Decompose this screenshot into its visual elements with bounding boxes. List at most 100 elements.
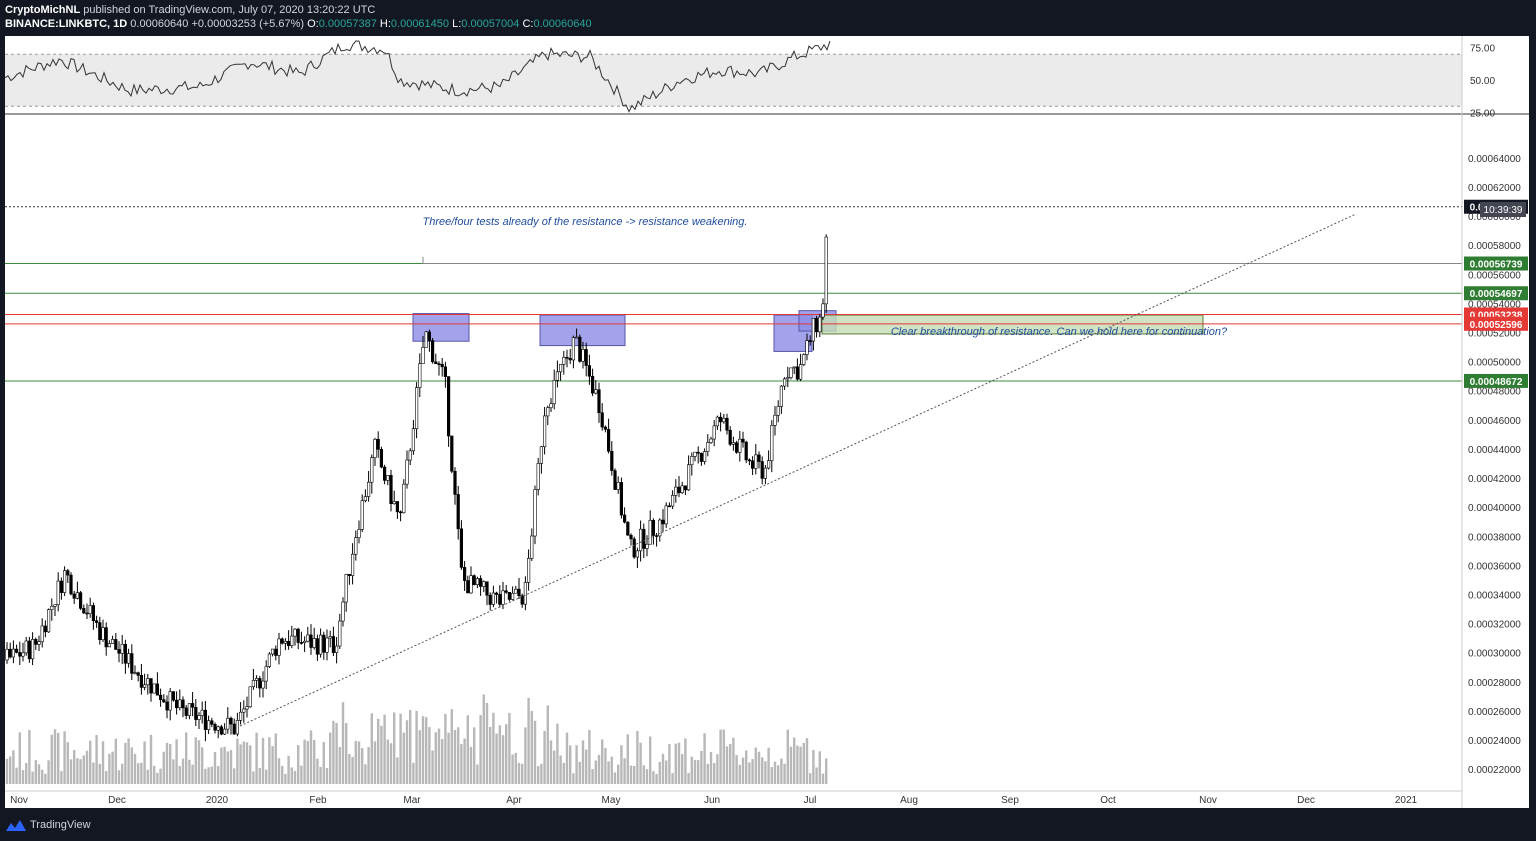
level-lines [5,206,1462,382]
candle-body [360,500,364,530]
price-tag-bg [1464,286,1528,301]
volume-bar [76,758,79,784]
candle-body [597,389,601,414]
candle-body [638,528,643,552]
volume-bar [213,752,217,784]
candle-body [526,558,531,583]
candle-body [37,641,41,645]
time-axis[interactable]: Nov Dec 2020 Feb Mar Apr May Jun Jul Aug Sep Oct Nov… [10,795,1417,806]
candle-body [95,620,99,623]
symbol-name[interactable]: BINANCE:LINKBTC, 1D [5,18,128,30]
candle-body [357,529,361,538]
candle-body [302,640,307,643]
price-tick-label: 0.00056000 [1468,270,1521,281]
volume-bar [815,767,818,784]
volume-bar [697,760,700,784]
candle-body [312,638,316,648]
volume-bar [735,755,738,784]
volume-bar [521,763,524,784]
candle-body [226,717,230,730]
candle-body [514,588,518,594]
price-tags: 0.000606400.000567390.000546970.00053238… [1464,199,1528,388]
candle-body [184,707,188,716]
volume-bar [140,762,143,784]
volume-bar [415,710,418,784]
volume-bar [802,742,805,784]
volume-bar [418,730,421,784]
annotation-breakthrough[interactable]: Clear breakthrough of resistance. Can we… [891,326,1228,338]
candle-body [107,643,111,648]
tradingview-logo[interactable]: TradingView [6,819,91,831]
volume-bar [681,754,684,784]
candle-body [296,628,300,643]
volume-bar [549,740,553,784]
candle-body [568,357,572,361]
volume-bar [764,761,767,784]
candle-body [88,605,92,614]
volume-bar [684,738,687,784]
volume-bar [482,694,485,784]
volume-bar [95,735,98,784]
time-tick-label: Oct [1100,795,1116,806]
candle-body [98,622,102,641]
candle-body [696,451,700,454]
candle-body [558,364,563,373]
candle-body [814,318,819,333]
price-axis[interactable]: 0.00064000 0.00062000 0.00060000 0.00058000… [1468,154,1521,776]
candle-body [143,684,147,688]
candle-body [584,349,588,366]
volume-bar [716,754,719,784]
volume-bar [335,722,338,784]
candle-body [347,573,352,576]
candle-body [127,653,131,664]
price-chart[interactable]: Three/four tests already of the resistan… [0,36,1536,814]
candle-body [430,340,435,363]
volume-bar [431,750,434,784]
candle-body [325,637,329,653]
volume-bar [524,727,527,784]
volume-bar [306,741,309,784]
chart-background [5,36,1529,808]
volume-bar [569,745,572,784]
candle-body [168,691,172,711]
candle-body [795,366,799,380]
publisher-name[interactable]: CryptoMichNL [5,4,81,16]
candle-body [21,652,25,657]
ascending-trendline[interactable] [239,213,1357,727]
candle-body [632,538,636,558]
candle-body [251,680,256,688]
volume-bar [604,748,607,784]
volume-bar [185,732,188,784]
candle-body [376,438,380,450]
volume-bar [818,751,821,784]
candle-body [101,627,105,641]
chart-header: CryptoMichNL published on TradingView.co… [0,0,1536,36]
rsi-axis[interactable]: 75.00 50.00 25.00 [1470,44,1495,120]
volume-bar [530,710,533,784]
candle-body [427,331,432,341]
candle-body [635,550,639,558]
candle-body [50,605,54,610]
candle-body [750,460,755,469]
candle-body [619,482,623,516]
volume-bar [15,767,18,784]
volume-bar [25,763,28,784]
candle-body [130,653,134,674]
volume-bar [153,765,156,784]
price-tag-bg [1464,316,1528,331]
candle-body [91,605,95,622]
volume-bar [748,762,751,784]
candle-body [744,441,748,461]
candle-body [574,336,579,339]
countdown-label: 10:39:39 [1484,205,1523,216]
volume-bar [367,747,370,784]
volume-bar [578,761,581,784]
candle-body [318,634,323,655]
annotation-resistance-tests[interactable]: Three/four tests already of the resistan… [423,216,748,228]
candle-body [114,639,118,650]
open-value: 0.00057387 [318,18,377,30]
candle-body [207,720,211,730]
volume-bar [217,766,220,784]
candle-body [133,672,137,675]
volume-bar [348,754,351,784]
